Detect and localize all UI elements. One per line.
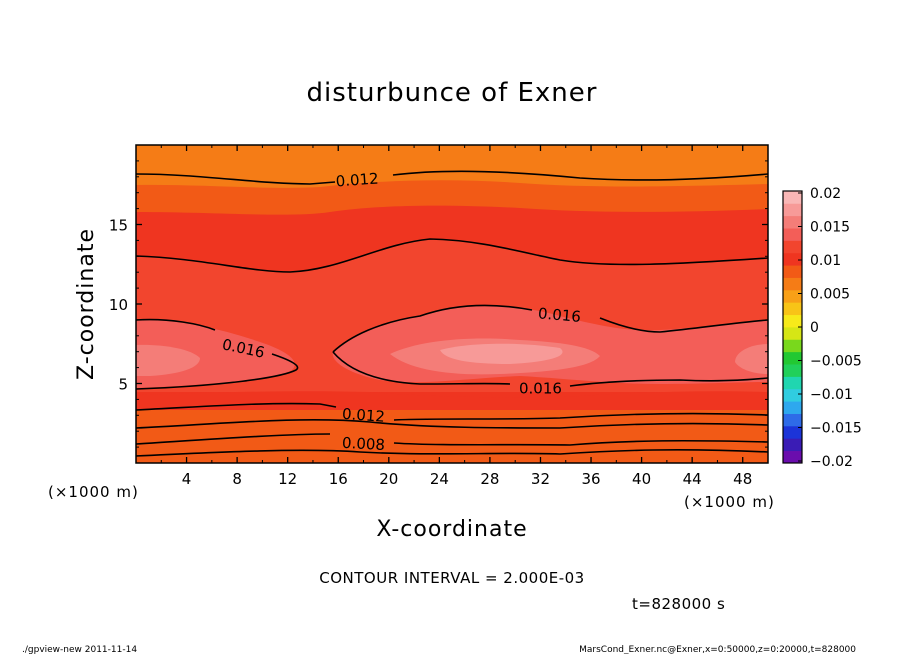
x-tick-label: 40 <box>632 470 651 488</box>
colorbar-segment <box>783 314 802 328</box>
contour-label: 0.008 <box>342 434 386 454</box>
x-tick-label: 44 <box>683 470 702 488</box>
band-pink-far-right <box>735 344 768 374</box>
footer-left: ./gpview-new 2011-11-14 <box>22 645 137 654</box>
contour-line-0016-left <box>136 318 299 390</box>
colorbar-segment <box>783 240 802 254</box>
contour-line-0006 <box>136 449 768 457</box>
contour-label: 0.016 <box>519 379 562 397</box>
colorbar-segment <box>783 302 802 316</box>
colorbar-tick-label: 0.02 <box>810 186 841 202</box>
band-light-pink <box>440 343 563 364</box>
colorbar-segment <box>783 191 802 204</box>
colorbar-tick-label: 0 <box>810 320 819 336</box>
contour-lines <box>136 170 768 457</box>
colorbar-segment <box>783 277 802 291</box>
colorbar-segment <box>783 228 802 241</box>
contour-label: 0.016 <box>537 304 581 326</box>
band-red-orange <box>136 401 768 463</box>
colorbar-segment <box>783 265 802 278</box>
y-tick-label: 5 <box>118 376 128 394</box>
x-axis-ticks: 4 8 12 16 20 24 28 32 36 40 44 48 <box>160 145 752 488</box>
colorbar-segment <box>783 289 802 303</box>
colorbar-segment <box>783 438 802 452</box>
contour-line-0012-top <box>136 170 768 185</box>
chart-title: disturbunce of Exner <box>307 78 598 108</box>
x-tick-label: 4 <box>182 470 192 488</box>
colorbar-segment <box>783 215 802 229</box>
contour-line-0008 <box>136 433 768 446</box>
colorbar-segment <box>783 252 802 266</box>
colorbar-segment <box>783 425 802 439</box>
band-red-bright <box>136 391 768 410</box>
colorbar-tick-label: −0.015 <box>810 421 862 437</box>
colorbar-tick-label: 0.015 <box>810 220 850 236</box>
x-tick-label: 36 <box>581 470 600 488</box>
contour-field <box>136 145 768 463</box>
colorbar <box>782 190 803 464</box>
colorbar-ticks: 0.02 0.015 0.01 0.005 0 −0.005 −0.01 −0.015 −0.0… <box>798 186 862 470</box>
contour-label: 0.012 <box>335 170 379 191</box>
x-tick-label: 20 <box>379 470 398 488</box>
colorbar-tick-label: −0.02 <box>810 454 853 470</box>
x-tick-label: 16 <box>329 470 348 488</box>
y-axis-ticks: 5 10 15 <box>109 160 768 448</box>
contour-line-0016-bottom <box>332 351 768 387</box>
x-tick-label: 12 <box>278 470 297 488</box>
colorbar-tick-label: 0.01 <box>810 253 841 269</box>
colorbar-tick-label: 0.005 <box>810 287 850 303</box>
colorbar-tick-label: −0.005 <box>810 354 862 370</box>
contour-line-0016-right <box>332 304 768 353</box>
colorbar-tick-label: −0.01 <box>810 387 853 403</box>
colorbar-segment <box>783 401 802 414</box>
y-tick-label: 10 <box>109 296 128 314</box>
x-tick-label: 28 <box>480 470 499 488</box>
band-pink-left <box>136 344 200 376</box>
colorbar-segment <box>783 413 802 427</box>
x-tick-label: 48 <box>733 470 752 488</box>
contour-interval-text: CONTOUR INTERVAL = 2.000E-03 <box>319 569 584 587</box>
colorbar-segment <box>783 376 802 390</box>
colorbar-segment <box>783 327 802 340</box>
colorbar-segment <box>783 339 802 353</box>
x-unit-left: (×1000 m) <box>48 483 139 501</box>
colorbar-segment <box>783 450 802 464</box>
x-tick-label: 32 <box>531 470 550 488</box>
footer-right: MarsCond_Exner.nc@Exner,x=0:50000,z=0:20… <box>579 645 856 654</box>
contour-line-0014-top <box>136 238 768 273</box>
colorbar-segment <box>783 364 802 377</box>
y-tick-label: 15 <box>109 217 128 235</box>
colorbar-segment <box>783 351 802 365</box>
time-text: t=828000 s <box>632 595 725 613</box>
contour-label: 0.012 <box>341 405 385 426</box>
x-tick-label: 8 <box>232 470 242 488</box>
colorbar-segment <box>783 203 802 217</box>
contour-line-0010 <box>136 419 768 429</box>
x-axis-label: X-coordinate <box>376 517 527 542</box>
y-axis-label: Z-coordinate <box>74 228 99 380</box>
colorbar-segment <box>783 388 802 402</box>
x-unit-right: (×1000 m) <box>684 493 775 511</box>
contour-line-0012-bottom <box>136 402 768 421</box>
x-tick-label: 24 <box>430 470 449 488</box>
